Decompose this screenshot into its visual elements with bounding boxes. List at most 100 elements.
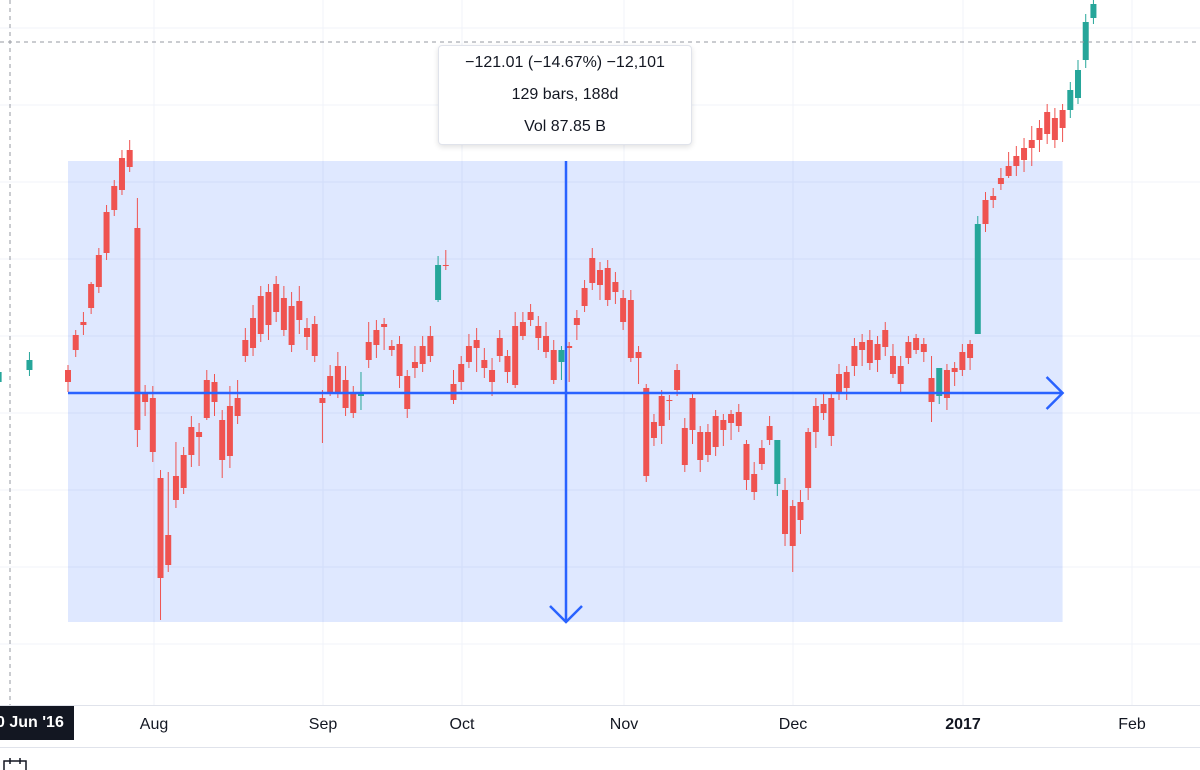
candle-body	[558, 350, 565, 362]
candle-body	[319, 398, 326, 403]
candle	[1075, 60, 1082, 104]
candle-body	[111, 186, 118, 210]
candle	[126, 140, 133, 172]
candle-body	[920, 344, 927, 352]
candle-body	[959, 352, 966, 370]
tick-aug: Aug	[139, 716, 169, 733]
candle	[543, 322, 550, 358]
candle	[581, 280, 588, 312]
candle	[88, 282, 95, 314]
candle	[820, 394, 827, 420]
candle	[658, 390, 665, 444]
candle	[95, 248, 102, 293]
candle	[273, 276, 280, 322]
candle	[1067, 82, 1074, 118]
candle	[26, 352, 33, 376]
candle-body	[589, 258, 596, 283]
candle-body	[1075, 70, 1082, 98]
candle-body	[689, 398, 696, 430]
candle-body	[172, 476, 179, 500]
candle-body	[974, 224, 981, 334]
candle	[165, 472, 172, 572]
candle-body	[1044, 112, 1051, 134]
candle	[365, 322, 372, 368]
measure-tool[interactable]	[68, 161, 1065, 624]
tick-sep: Sep	[308, 716, 338, 733]
candle	[442, 250, 449, 270]
candle	[396, 336, 403, 388]
candle	[481, 348, 488, 378]
candle-body	[219, 420, 226, 460]
candle-body	[866, 340, 873, 363]
candle-body	[859, 342, 866, 350]
candle-body	[226, 406, 233, 456]
candle	[704, 424, 711, 462]
candle-body	[481, 360, 488, 368]
candle	[196, 423, 203, 466]
candle-body	[1051, 118, 1058, 140]
candle-body	[658, 396, 665, 426]
candle	[496, 330, 503, 362]
candle	[350, 386, 357, 418]
time-axis[interactable]: Aug Sep Oct Nov Dec 2017 Feb	[0, 705, 1200, 748]
candle	[319, 390, 326, 443]
candle	[504, 350, 511, 383]
candle-body	[928, 378, 935, 402]
tooltip-bars: 129 bars, 188d	[511, 86, 619, 103]
candle-body	[612, 282, 619, 292]
candle-body	[72, 335, 79, 350]
candle-body	[473, 340, 480, 348]
candle-body	[828, 398, 835, 436]
candlestick-chart[interactable]	[0, 0, 1200, 705]
candle-body	[165, 535, 172, 565]
candle	[859, 334, 866, 366]
candle	[967, 340, 974, 370]
candle-body	[943, 370, 950, 398]
candle-body	[0, 372, 2, 382]
candle-body	[897, 366, 904, 384]
candle-body	[951, 368, 958, 372]
candle	[288, 292, 295, 352]
candle	[743, 440, 750, 490]
candle	[512, 312, 519, 388]
candle-body	[203, 380, 210, 418]
candle	[381, 318, 388, 350]
candle-body	[535, 326, 542, 338]
candle	[1090, 0, 1097, 24]
candle-body	[311, 324, 318, 356]
candle	[951, 362, 958, 386]
candle	[612, 272, 619, 304]
candle-body	[836, 374, 842, 394]
candle-body	[1082, 22, 1089, 60]
candle-body	[812, 406, 819, 432]
candle-body	[735, 412, 742, 426]
candle	[188, 416, 195, 467]
candle	[889, 344, 896, 378]
candle-body	[874, 344, 881, 360]
chart-area[interactable]	[0, 0, 1200, 705]
candle-body	[627, 300, 634, 358]
candle	[550, 340, 557, 384]
candle	[643, 384, 650, 482]
calendar-icon[interactable]	[0, 758, 34, 770]
candle	[774, 440, 781, 496]
candle	[596, 262, 603, 300]
candle	[80, 312, 87, 335]
candle	[149, 386, 156, 462]
candle-body	[357, 394, 364, 396]
arrow-down-icon	[549, 605, 583, 624]
candle	[558, 346, 565, 380]
candle	[812, 398, 819, 448]
candle-body	[419, 346, 426, 364]
candle-body	[250, 318, 257, 348]
candle-body	[458, 364, 465, 382]
candle-body	[465, 346, 472, 362]
candle-body	[1067, 90, 1074, 110]
candle	[280, 286, 287, 336]
candle	[242, 328, 249, 362]
candle-body	[142, 392, 149, 402]
candle-body	[596, 270, 603, 285]
candle-body	[442, 265, 449, 266]
candle	[1028, 126, 1035, 166]
candle	[103, 205, 110, 260]
